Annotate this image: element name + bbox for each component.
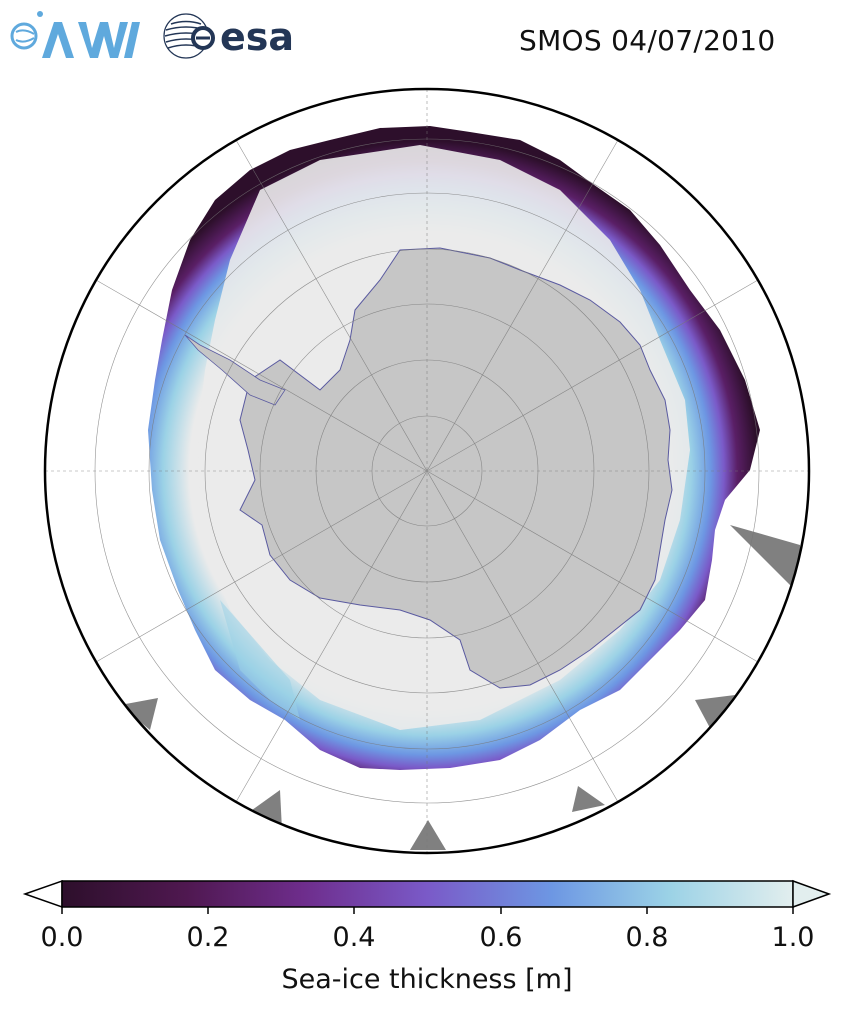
colorbar-tick-label: 0.4 <box>332 922 376 953</box>
colorbar-gradient <box>61 880 794 908</box>
colorbar-extend-high <box>792 879 832 909</box>
colorbar-tick-label: 0.0 <box>40 922 84 953</box>
colorbar-tick-label: 1.0 <box>771 922 815 953</box>
colorbar-tick-label: 0.2 <box>186 922 230 953</box>
logos: esa <box>10 11 294 59</box>
esa-wordmark: esa <box>220 15 294 59</box>
polar-map <box>43 87 811 855</box>
colorbar <box>22 879 832 914</box>
esa-logo: esa <box>163 13 294 59</box>
graticule <box>45 89 809 853</box>
date-label: SMOS 04/07/2010 <box>519 24 776 57</box>
colorbar-tick-label: 0.6 <box>479 922 523 953</box>
map-boundary <box>43 87 811 855</box>
awi-logo <box>10 11 140 58</box>
colorbar-tick-label: 0.8 <box>625 922 669 953</box>
colorbar-title: Sea-ice thickness [m] <box>281 964 573 995</box>
colorbar-extend-low <box>22 879 63 909</box>
no-data-area <box>730 525 805 590</box>
